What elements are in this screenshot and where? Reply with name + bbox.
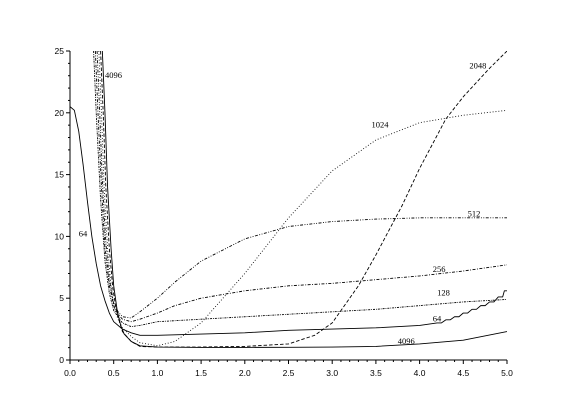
- y-tick-label: 0: [59, 355, 64, 365]
- curve-label-64: 64: [433, 314, 442, 324]
- series-layer: [70, 51, 507, 348]
- series-line-128-1: [93, 51, 507, 328]
- curve-label-4096: 4096: [105, 70, 122, 80]
- series-line-64-0: [70, 106, 507, 336]
- curve-label-64: 64: [79, 228, 88, 238]
- y-tick-label: 15: [55, 170, 65, 180]
- x-tick-label: 4.5: [457, 368, 469, 378]
- x-tick-label: 5.0: [501, 368, 513, 378]
- x-tick-label: 0.0: [64, 368, 76, 378]
- series-line-1024-4: [98, 51, 507, 347]
- series-line-512-3: [96, 51, 507, 319]
- x-tick-label: 2.5: [283, 368, 295, 378]
- x-tick-label: 0.5: [108, 368, 120, 378]
- x-tick-label: 3.5: [370, 368, 382, 378]
- x-tick-label: 2.0: [239, 368, 251, 378]
- curve-label-1024: 1024: [372, 120, 390, 130]
- series-line-2048-5: [100, 51, 507, 348]
- curve-label-128: 128: [437, 288, 450, 298]
- series-line-4096-6: [101, 51, 507, 348]
- curve-label-2048: 2048: [469, 60, 486, 70]
- curve-label-4096: 4096: [398, 336, 415, 346]
- x-tick-label: 3.0: [326, 368, 338, 378]
- x-tick-label: 1.0: [151, 368, 163, 378]
- axes-layer: 0.0 0.5 1.0 1.5 2.0 2.5 3.0 3.5 4.0 4.5 5.0 0 5 10 15 2…: [55, 46, 514, 378]
- curve-label-256: 256: [433, 264, 446, 274]
- curve-label-512: 512: [468, 209, 481, 219]
- y-tick-label: 20: [55, 108, 65, 118]
- x-tick-label: 1.5: [195, 368, 207, 378]
- y-tick-label: 5: [59, 293, 64, 303]
- y-tick-label: 25: [55, 46, 65, 56]
- series-line-256-2: [94, 51, 507, 323]
- curve-label-layer: 4096 64 1024 2048 512 256 128 64 4096: [79, 60, 487, 346]
- y-tick-label: 10: [55, 231, 65, 241]
- x-tick-label: 4.0: [414, 368, 426, 378]
